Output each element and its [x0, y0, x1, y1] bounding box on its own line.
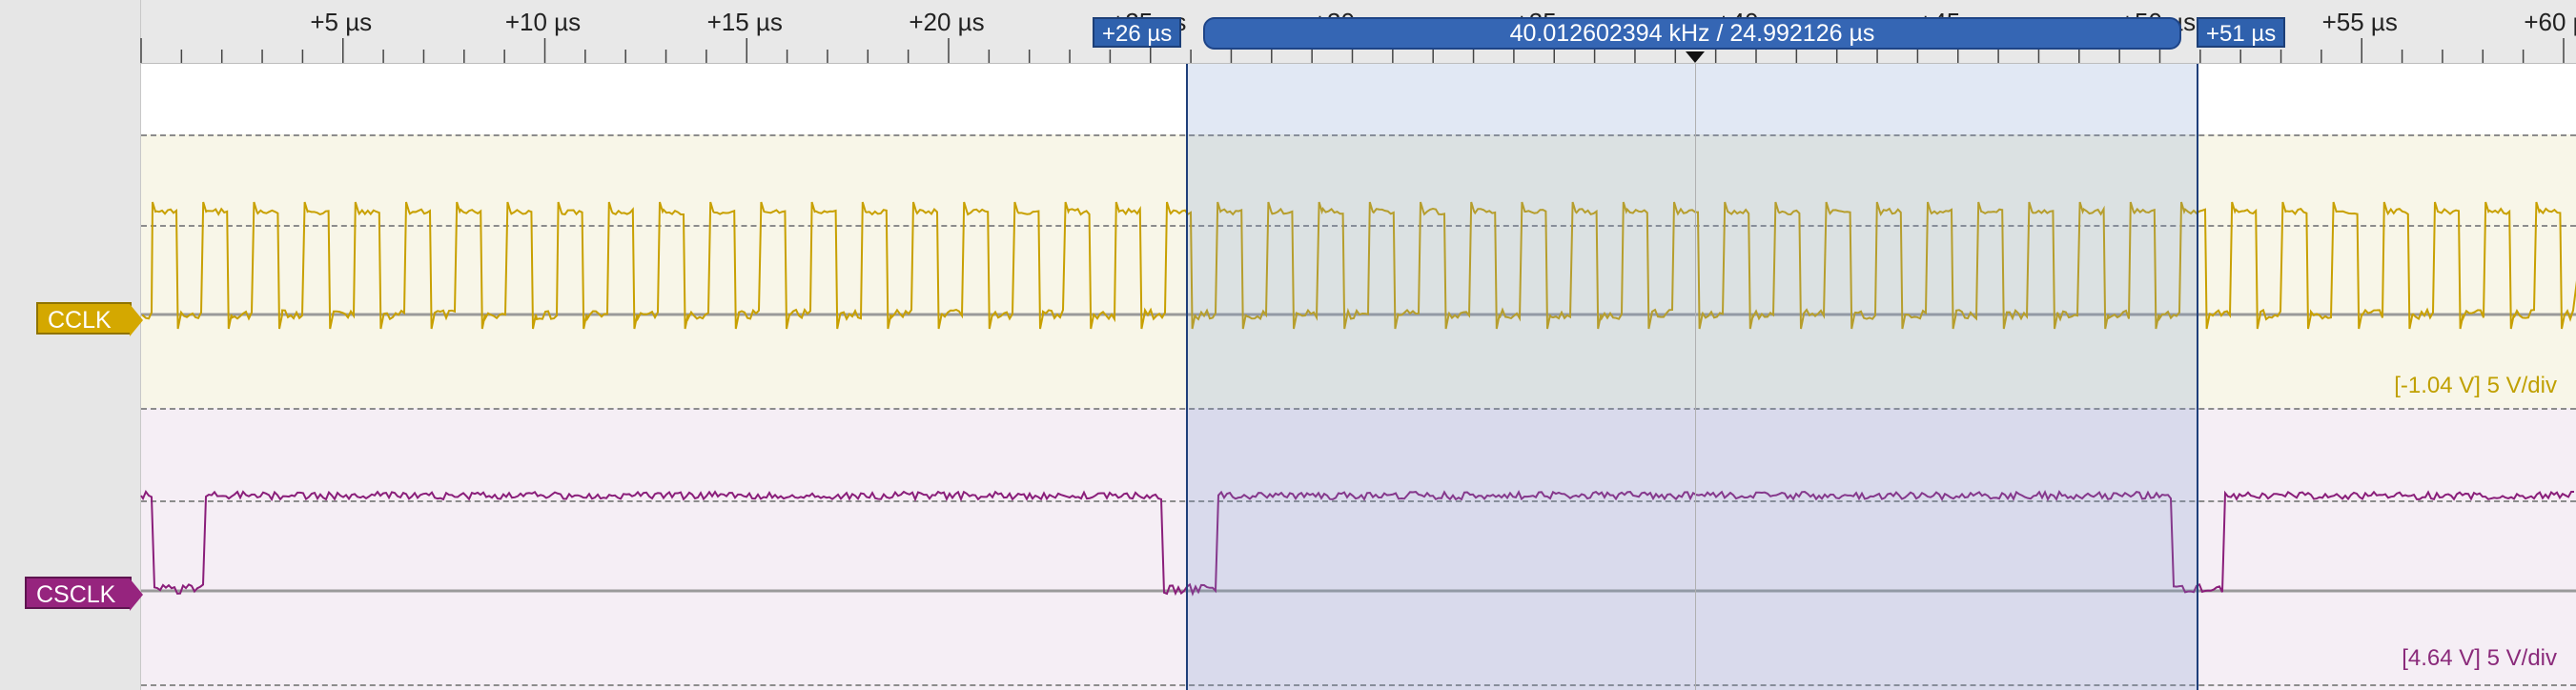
- cursor-measurement-bar[interactable]: 40.012602394 kHz / 24.992126 µs: [1203, 17, 2181, 50]
- channel-arrow-icon: [130, 578, 143, 611]
- ruler-tick-label: +20 µs: [909, 8, 984, 37]
- ch1-scale-readout: [-1.04 V] 5 V/div: [2394, 373, 2557, 399]
- left-cursor-tag[interactable]: +26 µs: [1093, 17, 1181, 48]
- ruler-tick-label: +55 µs: [2322, 8, 2398, 37]
- right-cursor-tag[interactable]: +51 µs: [2197, 17, 2285, 48]
- channel-name: CSCLK: [36, 581, 115, 608]
- ruler-tick-label: +15 µs: [707, 8, 783, 37]
- channel-arrow-icon: [130, 304, 143, 336]
- ruler-tick-label: +10 µs: [505, 8, 581, 37]
- center-time-line: [1695, 64, 1696, 690]
- ruler-tick-label: +60 µs: [2524, 8, 2576, 37]
- trigger-marker-icon[interactable]: [1686, 51, 1705, 63]
- ch2-scale-readout: [4.64 V] 5 V/div: [2402, 645, 2557, 672]
- cursor-selection-region[interactable]: [1186, 64, 2198, 690]
- channel-label-cclk[interactable]: CCLK: [36, 302, 132, 335]
- channel-label-csclk[interactable]: CSCLK: [25, 577, 132, 609]
- ruler-tick-label: +5 µs: [310, 8, 372, 37]
- channel-name: CCLK: [48, 307, 112, 334]
